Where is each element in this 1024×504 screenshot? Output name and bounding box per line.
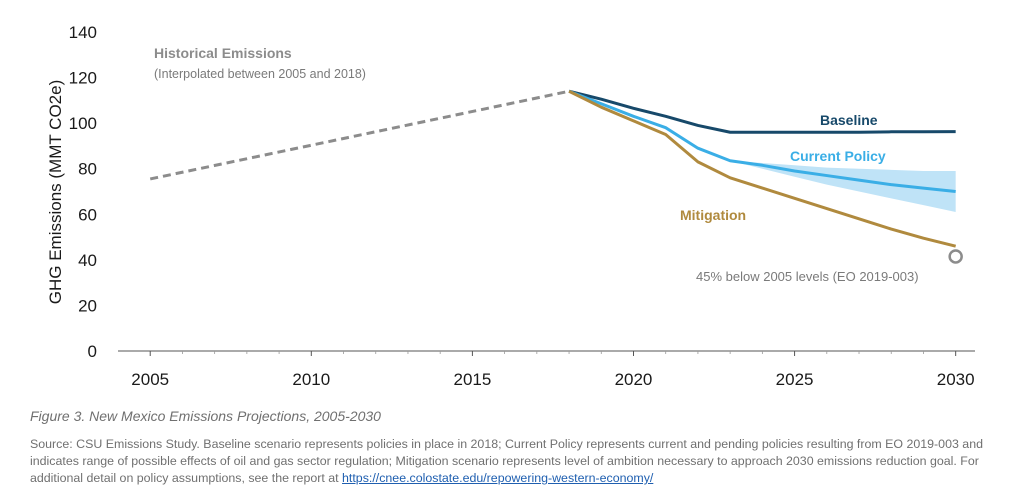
x-tick-label: 2030 xyxy=(937,370,975,389)
source-text: Source: CSU Emissions Study. Baseline sc… xyxy=(30,437,983,485)
source-note: Source: CSU Emissions Study. Baseline sc… xyxy=(30,436,1010,487)
y-tick-label: 120 xyxy=(69,69,97,88)
source-link[interactable]: https://cnee.colostate.edu/repowering-we… xyxy=(342,471,654,485)
historical-emissions-line xyxy=(149,89,570,181)
chart-axes: 0 20 40 60 80 100 120 140 2005 2010 2015 2020 2025 20… xyxy=(69,23,975,389)
current-policy-label: Current Policy xyxy=(790,148,886,164)
target-marker xyxy=(948,249,963,264)
y-tick-label: 0 xyxy=(88,342,97,361)
series-lines xyxy=(149,89,963,264)
baseline-label: Baseline xyxy=(820,112,878,128)
historical-subtitle-label: (Interpolated between 2005 and 2018) xyxy=(154,67,366,81)
x-tick-label: 2005 xyxy=(131,370,169,389)
x-tick-label: 2015 xyxy=(453,370,491,389)
y-axis-label: GHG Emissions (MMT CO2e) xyxy=(46,80,65,305)
current-policy-line xyxy=(568,89,956,193)
y-tick-label: 60 xyxy=(78,205,97,224)
x-tick-label: 2025 xyxy=(776,370,814,389)
historical-title-label: Historical Emissions xyxy=(154,45,292,61)
current-policy-band xyxy=(730,160,956,213)
baseline-line xyxy=(568,89,956,134)
y-tick-label: 20 xyxy=(78,296,97,315)
mitigation-line xyxy=(568,89,957,248)
x-tick-label: 2010 xyxy=(292,370,330,389)
emissions-chart: 0 20 40 60 80 100 120 140 2005 2010 2015 2020 2025 20… xyxy=(46,23,975,389)
mitigation-label: Mitigation xyxy=(680,207,746,223)
x-tick-label: 2020 xyxy=(615,370,653,389)
current-policy-range xyxy=(730,160,956,213)
y-tick-label: 40 xyxy=(78,251,97,270)
target-label: 45% below 2005 levels (EO 2019-003) xyxy=(696,269,919,284)
figure-caption: Figure 3. New Mexico Emissions Projectio… xyxy=(30,408,381,424)
annotations: Historical Emissions (Interpolated betwe… xyxy=(154,45,919,284)
y-tick-label: 140 xyxy=(69,23,97,42)
y-tick-label: 100 xyxy=(69,114,97,133)
y-tick-label: 80 xyxy=(78,160,97,179)
